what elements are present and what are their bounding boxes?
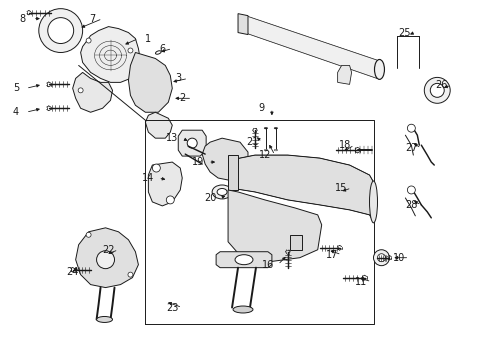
Text: 19: 19	[192, 157, 204, 167]
Polygon shape	[230, 155, 373, 222]
Polygon shape	[178, 130, 206, 156]
Polygon shape	[73, 72, 113, 112]
Circle shape	[407, 186, 416, 194]
Circle shape	[424, 77, 450, 103]
Ellipse shape	[274, 127, 278, 129]
Polygon shape	[228, 190, 322, 262]
Circle shape	[39, 9, 83, 53]
Text: 13: 13	[166, 133, 178, 143]
Ellipse shape	[217, 189, 227, 195]
Text: 3: 3	[175, 73, 181, 84]
Circle shape	[377, 254, 386, 262]
Polygon shape	[338, 66, 352, 84]
Circle shape	[128, 272, 133, 277]
Circle shape	[78, 88, 83, 93]
Ellipse shape	[374, 59, 385, 80]
Polygon shape	[290, 235, 302, 250]
Polygon shape	[146, 112, 172, 138]
Ellipse shape	[264, 149, 268, 151]
Circle shape	[48, 18, 74, 44]
Text: 22: 22	[102, 245, 115, 255]
Polygon shape	[75, 228, 138, 288]
Text: 28: 28	[405, 200, 417, 210]
Polygon shape	[148, 162, 182, 206]
Polygon shape	[228, 155, 238, 190]
Circle shape	[86, 232, 91, 237]
Circle shape	[373, 250, 390, 266]
Text: 5: 5	[13, 84, 19, 93]
Text: 9: 9	[259, 103, 265, 113]
Circle shape	[166, 196, 174, 204]
Text: 20: 20	[204, 193, 216, 203]
Ellipse shape	[97, 316, 113, 323]
Ellipse shape	[369, 181, 377, 223]
Ellipse shape	[97, 251, 115, 269]
Text: 26: 26	[435, 80, 447, 90]
Text: 10: 10	[393, 253, 406, 263]
Text: 16: 16	[262, 260, 274, 270]
Text: 15: 15	[336, 183, 348, 193]
Text: 23: 23	[166, 302, 178, 312]
Text: 11: 11	[355, 276, 368, 287]
Text: 17: 17	[325, 250, 338, 260]
Text: 1: 1	[146, 33, 151, 44]
Circle shape	[430, 84, 444, 97]
Text: 8: 8	[20, 14, 26, 24]
Text: 2: 2	[179, 93, 185, 103]
Polygon shape	[202, 138, 248, 180]
Text: 25: 25	[398, 28, 411, 37]
Text: 12: 12	[259, 150, 271, 160]
Polygon shape	[238, 14, 248, 35]
Circle shape	[187, 138, 197, 148]
Polygon shape	[128, 53, 172, 112]
Text: 27: 27	[405, 143, 417, 153]
Text: 24: 24	[67, 267, 79, 276]
Ellipse shape	[274, 149, 278, 151]
Ellipse shape	[264, 127, 268, 129]
Text: 7: 7	[90, 14, 96, 24]
Circle shape	[128, 48, 133, 53]
Circle shape	[86, 38, 91, 43]
Polygon shape	[81, 27, 141, 82]
Ellipse shape	[235, 255, 253, 265]
Circle shape	[152, 164, 160, 172]
Polygon shape	[245, 15, 377, 78]
Text: 21: 21	[246, 137, 258, 147]
Text: 4: 4	[13, 107, 19, 117]
Text: 14: 14	[142, 173, 154, 183]
Text: 6: 6	[159, 44, 166, 54]
Polygon shape	[216, 252, 272, 268]
Ellipse shape	[233, 306, 253, 313]
Ellipse shape	[212, 185, 232, 199]
Circle shape	[407, 124, 416, 132]
Text: 18: 18	[339, 140, 351, 150]
